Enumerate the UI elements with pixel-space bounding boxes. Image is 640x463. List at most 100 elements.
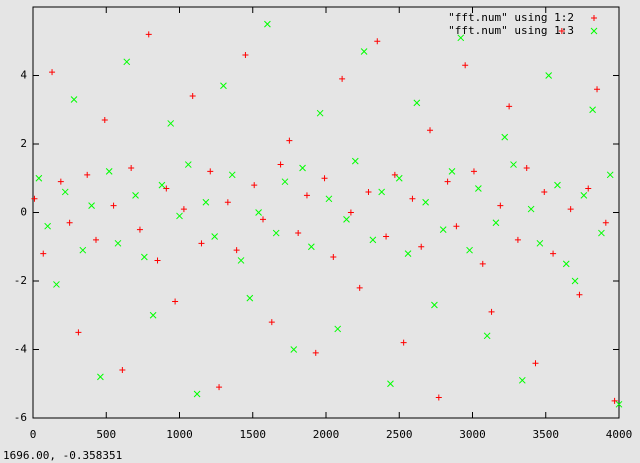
point — [224, 199, 231, 206]
point — [281, 178, 289, 186]
point — [356, 284, 363, 291]
point — [268, 319, 275, 326]
x-tick-label: 1500 — [240, 428, 267, 441]
point — [97, 373, 104, 381]
point — [580, 192, 588, 199]
point — [57, 178, 64, 185]
point — [66, 219, 73, 226]
legend-label: "fft.num" using 1:2 — [448, 11, 574, 24]
point — [448, 168, 456, 175]
legend-marker — [590, 27, 598, 35]
point — [176, 212, 183, 220]
point — [541, 188, 548, 195]
status-text: 1696.00, -0.358351 — [3, 449, 122, 462]
point — [233, 247, 240, 254]
point — [488, 308, 495, 315]
point — [523, 164, 530, 171]
point — [255, 209, 262, 216]
point — [180, 206, 187, 213]
point — [246, 294, 254, 302]
point — [391, 171, 398, 178]
point — [53, 281, 60, 288]
point — [44, 222, 52, 230]
point — [88, 202, 95, 210]
point — [312, 349, 319, 356]
point — [594, 86, 601, 93]
point — [193, 390, 201, 398]
point — [510, 161, 517, 168]
point — [132, 192, 139, 199]
point — [316, 109, 324, 117]
point — [330, 254, 337, 261]
point — [220, 82, 227, 90]
point — [92, 236, 99, 243]
point — [422, 198, 429, 206]
point — [404, 250, 412, 257]
point — [598, 229, 605, 237]
point — [431, 301, 438, 309]
point — [242, 51, 249, 58]
y-tick-label: 0 — [20, 206, 27, 219]
point — [457, 34, 465, 42]
point — [576, 291, 583, 298]
point — [105, 168, 113, 175]
point — [290, 346, 298, 353]
point — [277, 161, 284, 168]
x-tick-label: 3000 — [459, 428, 486, 441]
x-tick-label: 3500 — [533, 428, 560, 441]
point — [307, 243, 315, 251]
point — [479, 260, 486, 267]
point — [149, 311, 157, 319]
y-tick-label: 2 — [20, 137, 27, 150]
point — [154, 257, 161, 264]
point — [550, 250, 557, 257]
point — [202, 198, 210, 206]
point — [383, 233, 390, 240]
point — [554, 181, 561, 189]
point — [518, 376, 526, 384]
point — [237, 257, 245, 264]
y-tick-label: 4 — [20, 69, 27, 82]
x-tick-label: 4000 — [606, 428, 633, 441]
point — [339, 75, 346, 82]
point — [295, 230, 302, 237]
point — [140, 253, 148, 261]
point — [189, 93, 196, 100]
point — [158, 181, 166, 189]
x-tick-label: 2500 — [386, 428, 413, 441]
point — [466, 246, 473, 254]
point — [360, 48, 368, 55]
point — [35, 174, 43, 182]
point — [611, 397, 618, 404]
point — [163, 185, 170, 192]
point — [260, 216, 267, 223]
point — [413, 99, 421, 107]
point — [49, 69, 56, 76]
point — [395, 174, 403, 182]
point — [545, 72, 553, 79]
point — [145, 31, 152, 38]
point — [207, 168, 214, 175]
point — [136, 226, 143, 233]
point — [128, 164, 135, 171]
point — [299, 164, 306, 172]
point — [606, 171, 614, 179]
point — [532, 360, 539, 367]
point — [123, 58, 131, 66]
point — [325, 195, 333, 203]
point — [61, 188, 69, 196]
point — [79, 246, 87, 254]
point — [114, 239, 122, 247]
y-tick-label: -4 — [14, 343, 28, 356]
point — [585, 185, 592, 192]
x-tick-label: 1000 — [166, 428, 193, 441]
point — [172, 298, 179, 305]
legend-label: "fft.num" using 1:3 — [448, 24, 574, 37]
point — [427, 127, 434, 134]
point — [453, 223, 460, 230]
point — [475, 185, 482, 192]
x-tick-label: 500 — [96, 428, 116, 441]
